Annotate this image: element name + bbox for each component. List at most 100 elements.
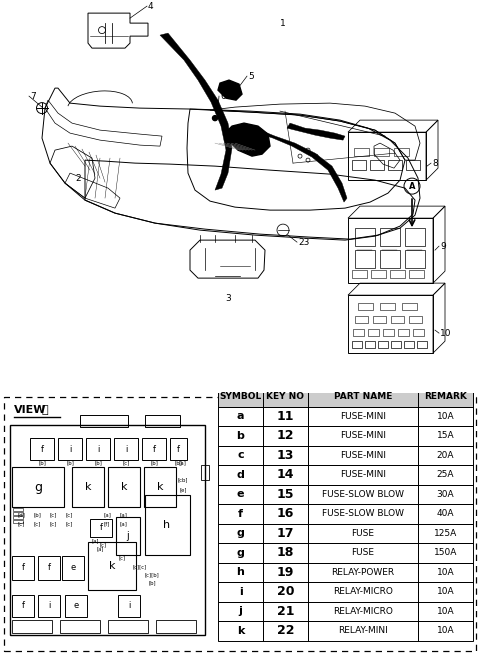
Bar bbox=[418, 582, 473, 601]
Polygon shape bbox=[258, 130, 347, 202]
Bar bbox=[12, 467, 64, 507]
Bar bbox=[354, 148, 369, 156]
Text: 20A: 20A bbox=[437, 451, 454, 460]
Text: 18: 18 bbox=[277, 546, 294, 559]
Text: e: e bbox=[73, 601, 79, 610]
Bar bbox=[418, 504, 473, 523]
Text: [d]: [d] bbox=[17, 512, 25, 517]
Text: [c]: [c] bbox=[17, 521, 24, 527]
Bar bbox=[218, 563, 263, 582]
Bar bbox=[402, 303, 417, 310]
Text: [b]: [b] bbox=[33, 512, 41, 517]
Bar bbox=[72, 467, 104, 507]
Text: [c]: [c] bbox=[65, 521, 72, 527]
Bar bbox=[62, 556, 84, 580]
Text: [e]: [e] bbox=[179, 487, 187, 493]
Text: 11: 11 bbox=[277, 410, 294, 422]
Text: k: k bbox=[121, 482, 127, 492]
Bar bbox=[308, 445, 418, 465]
Bar bbox=[263, 485, 308, 504]
Text: 20: 20 bbox=[277, 586, 294, 598]
Text: FUSE-MINI: FUSE-MINI bbox=[340, 470, 386, 479]
Bar bbox=[145, 495, 190, 555]
Text: [a]: [a] bbox=[119, 512, 127, 517]
Text: 19: 19 bbox=[277, 566, 294, 579]
Text: 21: 21 bbox=[277, 605, 294, 618]
Text: 22: 22 bbox=[277, 624, 294, 637]
Polygon shape bbox=[218, 80, 242, 100]
Text: [c]: [c] bbox=[65, 512, 72, 517]
Text: f: f bbox=[22, 563, 24, 572]
Text: [a]: [a] bbox=[96, 546, 104, 552]
Text: 10: 10 bbox=[440, 329, 452, 337]
Text: [b]: [b] bbox=[94, 460, 102, 466]
Bar bbox=[352, 270, 367, 278]
Bar bbox=[380, 228, 400, 246]
Text: 3: 3 bbox=[225, 293, 231, 303]
Text: KEY NO: KEY NO bbox=[266, 392, 304, 402]
Bar bbox=[308, 582, 418, 601]
Bar bbox=[116, 517, 140, 555]
Text: e: e bbox=[71, 563, 76, 572]
Text: Ⓐ: Ⓐ bbox=[42, 405, 48, 415]
Bar bbox=[263, 601, 308, 621]
Text: f: f bbox=[177, 445, 180, 453]
Bar bbox=[218, 407, 263, 426]
Bar bbox=[406, 160, 420, 170]
Bar bbox=[308, 523, 418, 543]
Bar bbox=[413, 329, 424, 336]
Bar bbox=[38, 556, 60, 580]
Text: g: g bbox=[237, 548, 244, 558]
Bar bbox=[263, 543, 308, 563]
Text: [c]: [c] bbox=[49, 521, 57, 527]
Text: 30A: 30A bbox=[437, 490, 454, 498]
Bar bbox=[218, 601, 263, 621]
Text: FUSE-MINI: FUSE-MINI bbox=[340, 431, 386, 440]
Text: 6: 6 bbox=[220, 92, 226, 101]
Bar bbox=[263, 523, 308, 543]
Text: i: i bbox=[97, 445, 99, 453]
Text: FUSE: FUSE bbox=[351, 529, 374, 538]
Bar bbox=[348, 218, 433, 283]
Bar bbox=[156, 620, 196, 633]
Text: i: i bbox=[48, 601, 50, 610]
Text: 10A: 10A bbox=[437, 607, 454, 616]
Bar bbox=[263, 426, 308, 445]
Bar bbox=[418, 407, 473, 426]
Bar bbox=[263, 563, 308, 582]
Text: [c]: [c] bbox=[99, 542, 107, 548]
Text: a: a bbox=[237, 411, 244, 421]
Text: f: f bbox=[99, 523, 103, 533]
Text: [a]: [a] bbox=[178, 460, 186, 466]
Text: [f]: [f] bbox=[104, 521, 110, 527]
Bar bbox=[374, 148, 389, 156]
Circle shape bbox=[223, 124, 228, 128]
Text: h: h bbox=[237, 567, 244, 577]
Text: 125A: 125A bbox=[434, 529, 457, 538]
Bar bbox=[13, 512, 23, 515]
Text: k: k bbox=[157, 482, 163, 492]
Text: k: k bbox=[109, 561, 115, 571]
Text: [b]: [b] bbox=[66, 460, 74, 466]
Bar bbox=[388, 160, 402, 170]
Bar bbox=[218, 504, 263, 523]
Text: [b]: [b] bbox=[150, 460, 158, 466]
Bar bbox=[308, 426, 418, 445]
Text: j: j bbox=[127, 531, 130, 541]
Bar bbox=[308, 485, 418, 504]
Text: 15A: 15A bbox=[437, 431, 454, 440]
Text: 14: 14 bbox=[277, 468, 294, 481]
Text: 1: 1 bbox=[280, 18, 286, 28]
Bar bbox=[90, 519, 112, 537]
Text: 10A: 10A bbox=[437, 412, 454, 421]
Bar bbox=[218, 387, 263, 407]
Circle shape bbox=[213, 116, 217, 121]
Bar bbox=[418, 465, 473, 485]
Bar bbox=[114, 438, 138, 460]
Text: [a]: [a] bbox=[119, 521, 127, 527]
Bar bbox=[355, 316, 368, 323]
Bar bbox=[409, 316, 422, 323]
Bar bbox=[38, 595, 60, 617]
Text: [c][b]: [c][b] bbox=[144, 572, 159, 578]
Text: 10A: 10A bbox=[437, 626, 454, 635]
